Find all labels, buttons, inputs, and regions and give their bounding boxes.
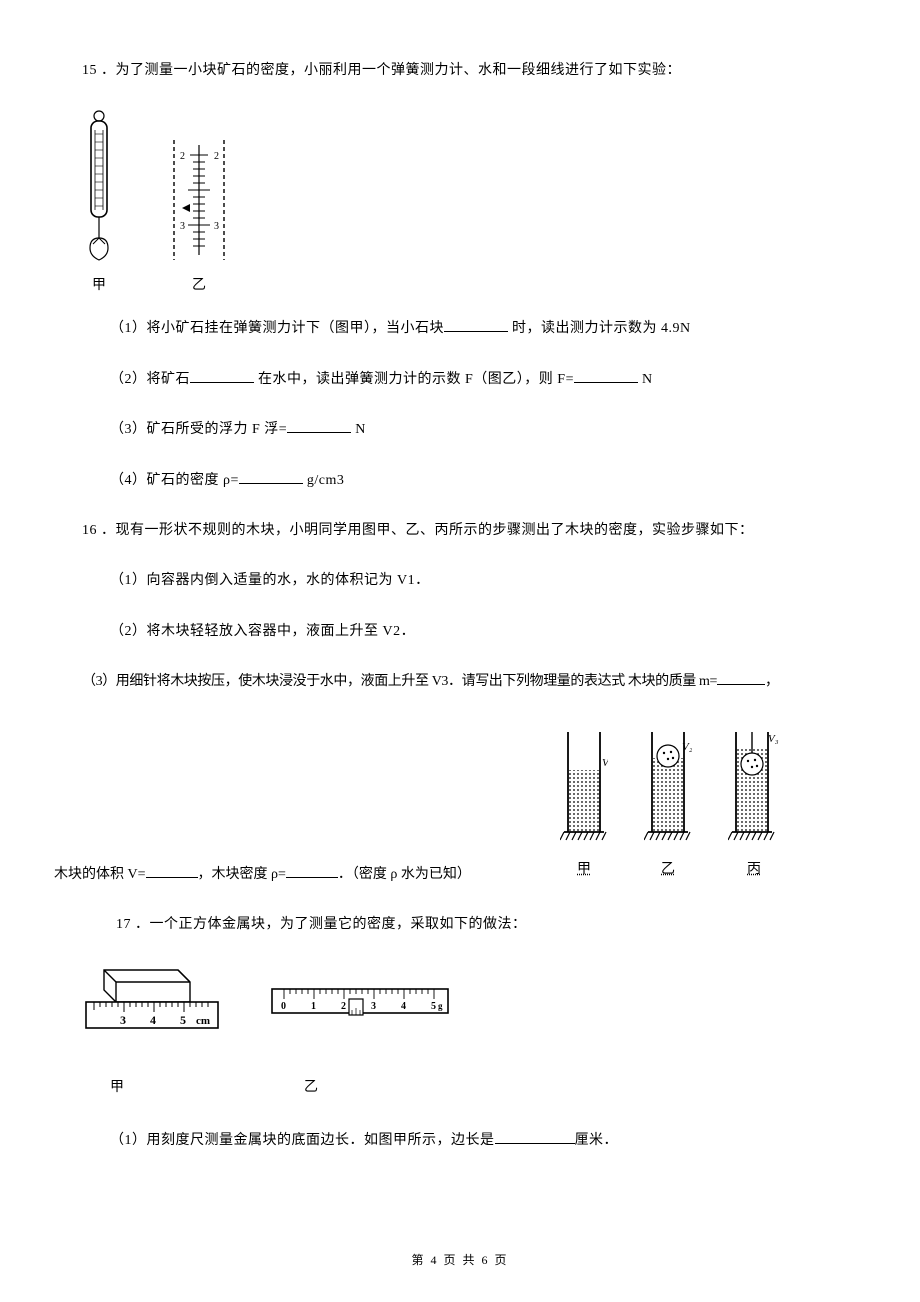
- text: ，: [765, 674, 779, 689]
- q17-figure-row: 3 4 5 cm 0 1 2 3 4 5 g: [82, 964, 838, 1042]
- svg-text:0: 0: [281, 1001, 286, 1012]
- text: N: [351, 422, 366, 437]
- q15-p2: （2）将矿石 在水中，读出弹簧测力计的示数 F（图乙），则 F= N: [110, 369, 838, 391]
- q15-p1: （1）将小矿石挂在弹簧测力计下（图甲），当小石块 时，读出测力计示数为 4.9N: [110, 318, 838, 340]
- balance-scale-icon: 0 1 2 3 4 5 g: [270, 985, 450, 1021]
- beaker-caption: 乙: [661, 858, 675, 878]
- beaker-caption: 甲: [577, 858, 591, 878]
- beaker-caption: 丙: [747, 858, 761, 878]
- svg-text:2: 2: [180, 151, 185, 162]
- text: ．（密度 ρ 水为已知）: [338, 867, 471, 882]
- text: 厘米．: [575, 1133, 619, 1148]
- blank: [444, 318, 508, 332]
- q17-p1: （1）用刻度尺测量金属块的底面边长．如图甲所示，边长是 厘米．: [110, 1130, 838, 1152]
- text: （3）矿石所受的浮力 F 浮=: [110, 422, 287, 437]
- beaker-yi: V₂ 乙: [644, 732, 692, 878]
- q17-caption-jia: 甲: [110, 1076, 124, 1096]
- q16-title: 16 ．现有一形状不规则的木块，小明同学用图甲、乙、丙所示的步骤测出了木块的密度…: [82, 520, 838, 542]
- scale-reading-icon: 2 2 3 3: [168, 140, 230, 270]
- text: 木块的体积 V=: [54, 867, 146, 882]
- q15-caption-yi: 乙: [192, 274, 206, 294]
- page-footer: 第 4 页 共 6 页: [0, 1251, 920, 1268]
- text: （1）用刻度尺测量金属块的底面边长．如图甲所示，边长是: [110, 1133, 495, 1148]
- q15-figure-row: 甲 2 2 3 3 乙: [82, 110, 838, 294]
- blank: [146, 864, 198, 878]
- blank: [495, 1130, 575, 1144]
- svg-text:cm: cm: [196, 1015, 210, 1027]
- svg-text:5: 5: [431, 1001, 436, 1012]
- svg-text:4: 4: [150, 1013, 156, 1027]
- blank: [239, 470, 303, 484]
- svg-text:3: 3: [120, 1013, 126, 1027]
- blank: [286, 864, 338, 878]
- q15-caption-jia: 甲: [92, 274, 106, 294]
- text: 时，读出测力计示数为 4.9N: [508, 321, 691, 336]
- svg-text:2: 2: [214, 151, 219, 162]
- text: （2）将矿石: [110, 372, 190, 387]
- q17-caption-yi: 乙: [304, 1076, 318, 1096]
- beaker-icon: V₁: [560, 732, 608, 846]
- text: N: [638, 372, 653, 387]
- text: （4）矿石的密度 ρ=: [110, 473, 239, 488]
- q17-captions: 甲 乙: [110, 1076, 838, 1096]
- q15-fig-jia: 甲: [82, 110, 116, 294]
- svg-text:3: 3: [180, 221, 185, 232]
- q15-title: 15 ．为了测量一小块矿石的密度，小丽利用一个弹簧测力计、水和一段细线进行了如下…: [82, 60, 838, 82]
- text: 在水中，读出弹簧测力计的示数 F（图乙），则 F=: [254, 372, 574, 387]
- blank: [287, 419, 351, 433]
- blank: [574, 369, 638, 383]
- q16-p3: （3）用细针将木块按压，使木块浸没于水中，液面上升至 V3．请写出下列物理量的表…: [82, 671, 838, 693]
- blank: [717, 671, 765, 685]
- q17-title: 17 ．一个正方体金属块，为了测量它的密度，采取如下的做法：: [116, 914, 838, 936]
- q16-p1: （1）向容器内倒入适量的水，水的体积记为 V1．: [110, 570, 838, 592]
- svg-text:V₁: V₁: [602, 757, 608, 769]
- spring-dynamometer-icon: [82, 110, 116, 270]
- beaker-icon: V₂: [644, 732, 692, 846]
- text: ，木块密度 ρ=: [198, 867, 286, 882]
- svg-text:3: 3: [371, 1001, 376, 1012]
- q15-p4: （4）矿石的密度 ρ= g/cm3: [110, 470, 838, 492]
- svg-text:V₃: V₃: [768, 733, 779, 745]
- q16-p2: （2）将木块轻轻放入容器中，液面上升至 V2．: [110, 621, 838, 643]
- q15-fig-yi: 2 2 3 3 乙: [168, 140, 230, 294]
- text: （3）用细针将木块按压，使木块浸没于水中，液面上升至 V3．请写出下列物理量的表…: [82, 674, 717, 689]
- blank: [190, 369, 254, 383]
- svg-text:g: g: [438, 1001, 443, 1011]
- svg-text:V₂: V₂: [682, 741, 692, 753]
- beaker-jia: V₁ 甲: [560, 732, 608, 878]
- svg-text:2: 2: [341, 1001, 346, 1012]
- svg-text:5: 5: [180, 1013, 186, 1027]
- text: （1）将小矿石挂在弹簧测力计下（图甲），当小石块: [110, 321, 444, 336]
- q15-p3: （3）矿石所受的浮力 F 浮= N: [110, 419, 838, 441]
- svg-text:4: 4: [401, 1001, 406, 1012]
- text: g/cm3: [303, 473, 345, 488]
- ruler-cube-icon: 3 4 5 cm: [82, 964, 222, 1042]
- q16-beaker-row: V₁ 甲 V₂ 乙 V₃ 丙: [560, 732, 780, 878]
- svg-text:1: 1: [311, 1001, 316, 1012]
- beaker-icon: V₃: [728, 732, 780, 846]
- svg-text:3: 3: [214, 221, 219, 232]
- beaker-bing: V₃ 丙: [728, 732, 780, 878]
